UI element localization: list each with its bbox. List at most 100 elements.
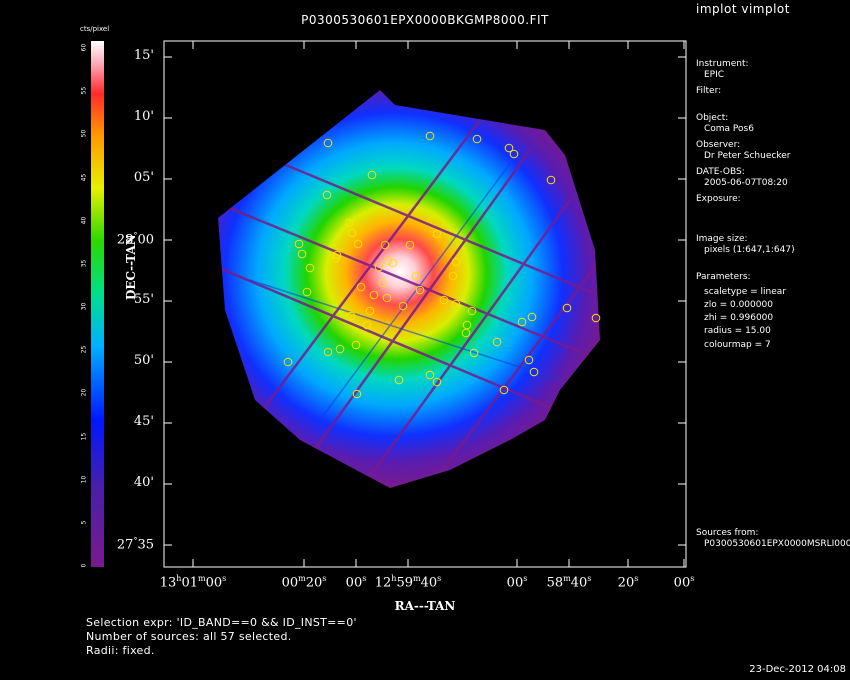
observer-label: Observer: [696, 140, 741, 150]
source-marker [524, 355, 534, 365]
colorbar-tick-label: 55 [80, 86, 88, 95]
colorbar-tick-label: 5 [80, 520, 88, 525]
param-zlo: zlo = 0.000000 [704, 300, 773, 310]
y-tick-label: 28°00 [116, 231, 154, 248]
colorbar-tick-label: 0 [80, 563, 88, 568]
source-marker [411, 271, 421, 281]
source-marker [352, 389, 362, 399]
image-field [218, 90, 600, 488]
colorbar-tick-label: 60 [80, 43, 88, 52]
source-marker [448, 271, 458, 281]
source-marker [398, 301, 408, 311]
source-marker [388, 258, 398, 268]
source-marker [405, 240, 415, 250]
colorbar-tick-label: 15 [80, 432, 88, 440]
source-marker [380, 240, 390, 250]
source-marker [394, 375, 404, 385]
source-marker [467, 306, 477, 316]
source-marker [346, 311, 356, 321]
source-marker [297, 249, 307, 259]
exposure-label: Exposure: [696, 194, 741, 204]
source-marker [529, 367, 539, 377]
y-tick-label: 27°35 [116, 536, 154, 553]
colorbar [91, 41, 104, 567]
x-tick-label: 13h01m00s [159, 574, 227, 591]
source-marker [365, 306, 375, 316]
y-tick-label: 05' [133, 170, 154, 185]
source-marker [283, 357, 293, 367]
source-marker [472, 134, 482, 144]
source-marker [509, 149, 519, 159]
y-tick-label: 45' [133, 414, 154, 429]
source-markers [283, 131, 601, 399]
param-colourmap: colourmap = 7 [704, 340, 771, 350]
colorbar-tick-label: 20 [80, 389, 88, 397]
y-tick-label: 15' [133, 48, 154, 63]
source-marker [362, 320, 372, 330]
radii-note: Radii: fixed. [86, 644, 155, 657]
source-marker [367, 170, 377, 180]
source-marker [527, 312, 537, 322]
colorbar-label: cts/pixel [80, 25, 110, 33]
source-marker [591, 313, 601, 323]
param-zhi: zhi = 0.996000 [704, 313, 774, 323]
source-marker [461, 328, 471, 338]
source-marker [492, 337, 502, 347]
source-marker [351, 340, 361, 350]
colorbar-tick-label: 45 [80, 173, 88, 181]
x-tick-label: 58m40s [546, 574, 592, 591]
x-tick-label: 00s [506, 574, 528, 591]
image-size-label: Image size: [696, 234, 748, 244]
colorbar-tick-label: 10 [80, 475, 88, 483]
instrument-value: EPIC [704, 70, 725, 80]
source-marker [294, 239, 304, 249]
source-marker [451, 257, 461, 267]
colorbar-tick-label: 25 [80, 345, 88, 354]
y-tick-label: 55' [133, 292, 154, 307]
source-marker [378, 278, 388, 288]
source-marker [451, 299, 461, 309]
tick-marks [164, 41, 686, 567]
x-tick-label: 12h59m40s [374, 574, 442, 591]
source-marker [344, 218, 354, 228]
colorbar-tick-label: 40 [80, 216, 88, 224]
filter-label: Filter: [696, 86, 722, 96]
source-marker [383, 256, 393, 266]
source-marker [432, 377, 442, 387]
source-marker [562, 303, 572, 313]
source-marker [331, 253, 341, 263]
object-label: Object: [696, 113, 729, 123]
source-marker [323, 347, 333, 357]
source-marker [469, 348, 479, 358]
source-marker [517, 317, 527, 327]
source-marker [415, 285, 425, 295]
source-marker [347, 228, 357, 238]
source-marker [305, 263, 315, 273]
sources-file: P0300530601EPX0000MSRLI0000.F [704, 539, 850, 549]
object-value: Coma Pos6 [704, 124, 754, 134]
x-tick-label: 00s [345, 574, 367, 591]
date-value: 2005-06-07T08:20 [704, 178, 788, 188]
source-marker [432, 229, 442, 239]
source-marker [425, 370, 435, 380]
param-radius: radius = 15.00 [704, 326, 771, 336]
colorbar-tick-label: 30 [80, 302, 88, 311]
source-marker [356, 282, 366, 292]
x-axis-label: RA---TAN [394, 599, 456, 613]
plot-frame [163, 40, 687, 568]
selection-expr: Selection expr: 'ID_BAND==0 && ID_INST==… [86, 616, 357, 629]
source-marker [353, 239, 363, 249]
source-marker [302, 287, 312, 297]
y-tick-label: 40' [133, 475, 154, 490]
colorbar-tick-label: 50 [80, 130, 88, 138]
source-marker [546, 175, 556, 185]
parameters-label: Parameters: [696, 272, 751, 282]
colorbar-tick-label: 35 [80, 259, 88, 268]
source-marker [323, 138, 333, 148]
source-marker [499, 385, 509, 395]
app-title: implot vimplot [696, 2, 790, 16]
instrument-label: Instrument: [696, 59, 749, 69]
x-tick-label: 00s [673, 574, 695, 591]
sources-label: Sources from: [696, 528, 759, 538]
